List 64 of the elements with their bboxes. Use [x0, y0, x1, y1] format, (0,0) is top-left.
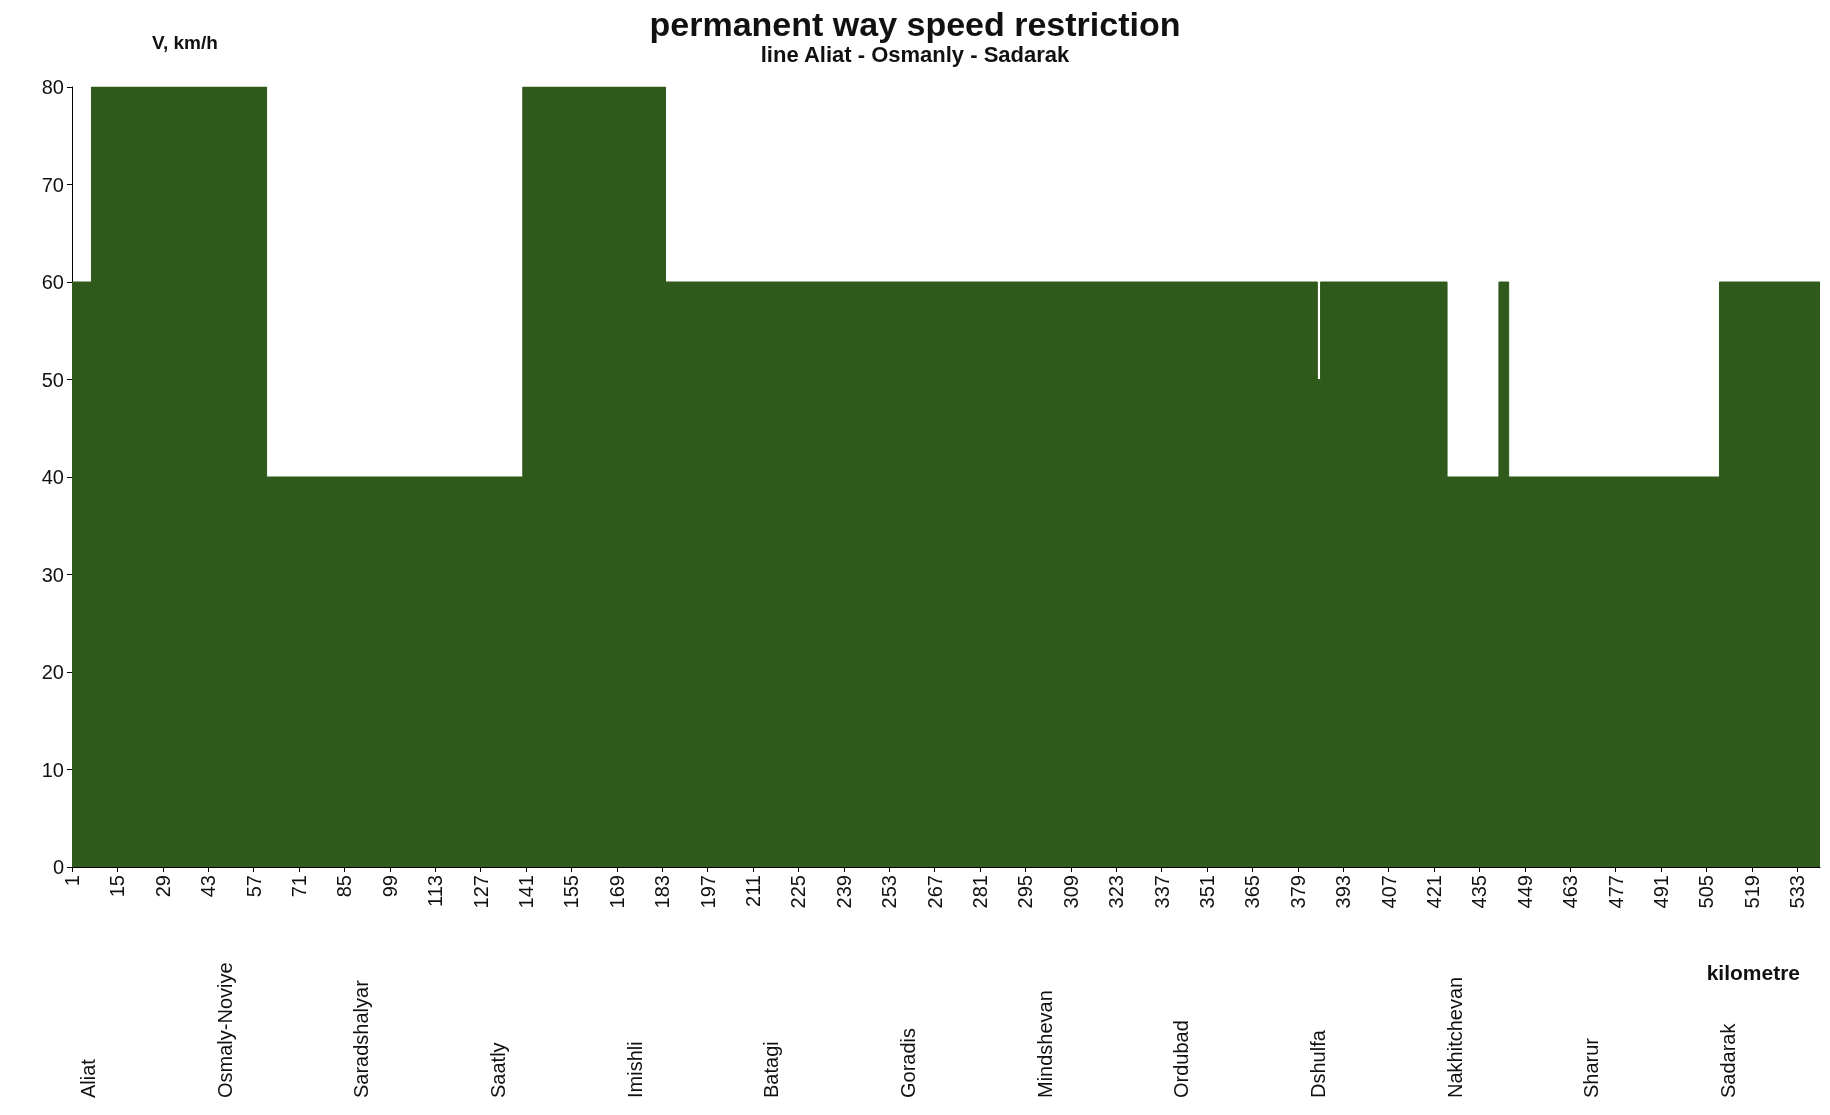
x-tick-label: 113: [424, 875, 447, 907]
x-tick-label: 155: [560, 875, 583, 909]
text: Aliat: [77, 1058, 99, 1098]
y-tick-label: 60: [41, 271, 64, 293]
x-tick-label: 29: [151, 875, 174, 898]
y-tick-label: 50: [41, 368, 64, 391]
x-tick-label: 267: [923, 875, 946, 909]
text: Osmaly-Noviye: [213, 962, 236, 1098]
text: Ordubad: [1170, 1020, 1193, 1098]
x-tick-label: 505: [1695, 875, 1718, 909]
x-tick-label: 15: [106, 875, 129, 898]
x-tick-label: 239: [832, 875, 855, 909]
y-tick-label: 20: [41, 661, 64, 683]
text: Mindshevan: [1033, 990, 1056, 1098]
x-tick-label: 169: [605, 875, 628, 909]
text: Saradshalyar: [350, 979, 373, 1098]
y-axis-title: V, km/h: [152, 32, 218, 53]
text: Imishli: [623, 1041, 646, 1098]
x-tick-label: 477: [1604, 875, 1627, 909]
x-tick-label: 211: [742, 875, 765, 907]
text: Nakhitchevan: [1443, 976, 1466, 1098]
x-tick-label: 533: [1786, 875, 1809, 909]
x-tick-label: 463: [1559, 875, 1582, 909]
x-tick-label: 393: [1332, 875, 1355, 909]
x-tick-label: 323: [1105, 875, 1128, 909]
x-tick-label: 435: [1468, 875, 1491, 909]
x-tick-label: 421: [1423, 875, 1446, 909]
text: Dshulfa: [1307, 1029, 1329, 1098]
text: Sharur: [1580, 1037, 1603, 1098]
x-tick-label: 43: [197, 875, 220, 898]
x-tick-label: 197: [696, 875, 719, 909]
y-tick-label: 10: [41, 758, 64, 781]
x-tick-label: 99: [378, 875, 401, 898]
x-tick-label: 519: [1740, 875, 1763, 909]
x-tick-label: 407: [1377, 875, 1400, 909]
x-tick-label: 295: [1014, 875, 1037, 909]
text: Batagi: [760, 1041, 783, 1098]
text: Sadarak: [1717, 1022, 1739, 1098]
x-tick-label: 379: [1286, 875, 1309, 909]
x-tick-label: 491: [1650, 875, 1673, 909]
x-tick-label: 365: [1241, 875, 1264, 909]
x-tick-label: 337: [1150, 875, 1173, 909]
chart-title: permanent way speed restriction: [649, 5, 1181, 43]
y-tick-label: 30: [41, 563, 64, 586]
x-tick-label: 57: [242, 875, 265, 898]
x-tick-label: 281: [969, 875, 992, 909]
y-tick-label: 80: [41, 76, 64, 98]
x-tick-label: 309: [1059, 875, 1082, 909]
x-tick-label: 351: [1196, 875, 1219, 909]
y-tick-label: 70: [41, 173, 64, 196]
x-tick-label: 183: [651, 875, 674, 909]
x-tick-label: 225: [787, 875, 810, 909]
x-tick-label: 253: [878, 875, 901, 909]
y-tick-label: 0: [52, 856, 64, 878]
x-tick-label: 85: [333, 875, 356, 898]
text: Saatly: [487, 1042, 509, 1098]
x-tick-label: 141: [515, 875, 538, 909]
x-tick-label: 1: [61, 875, 83, 887]
x-tick-label: 127: [469, 875, 492, 909]
x-tick-label: 71: [288, 875, 311, 898]
x-tick-label: 449: [1513, 875, 1536, 909]
x-axis-title: kilometre: [1706, 961, 1800, 984]
y-tick-label: 40: [41, 466, 64, 488]
text: Goradis: [897, 1027, 919, 1098]
